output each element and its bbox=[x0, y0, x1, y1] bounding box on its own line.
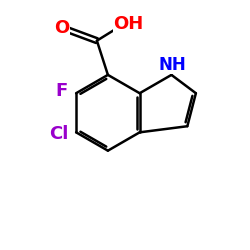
Text: OH: OH bbox=[114, 14, 144, 32]
Text: F: F bbox=[55, 82, 68, 100]
Text: O: O bbox=[54, 20, 69, 38]
Text: Cl: Cl bbox=[49, 124, 68, 142]
Text: NH: NH bbox=[159, 56, 186, 74]
